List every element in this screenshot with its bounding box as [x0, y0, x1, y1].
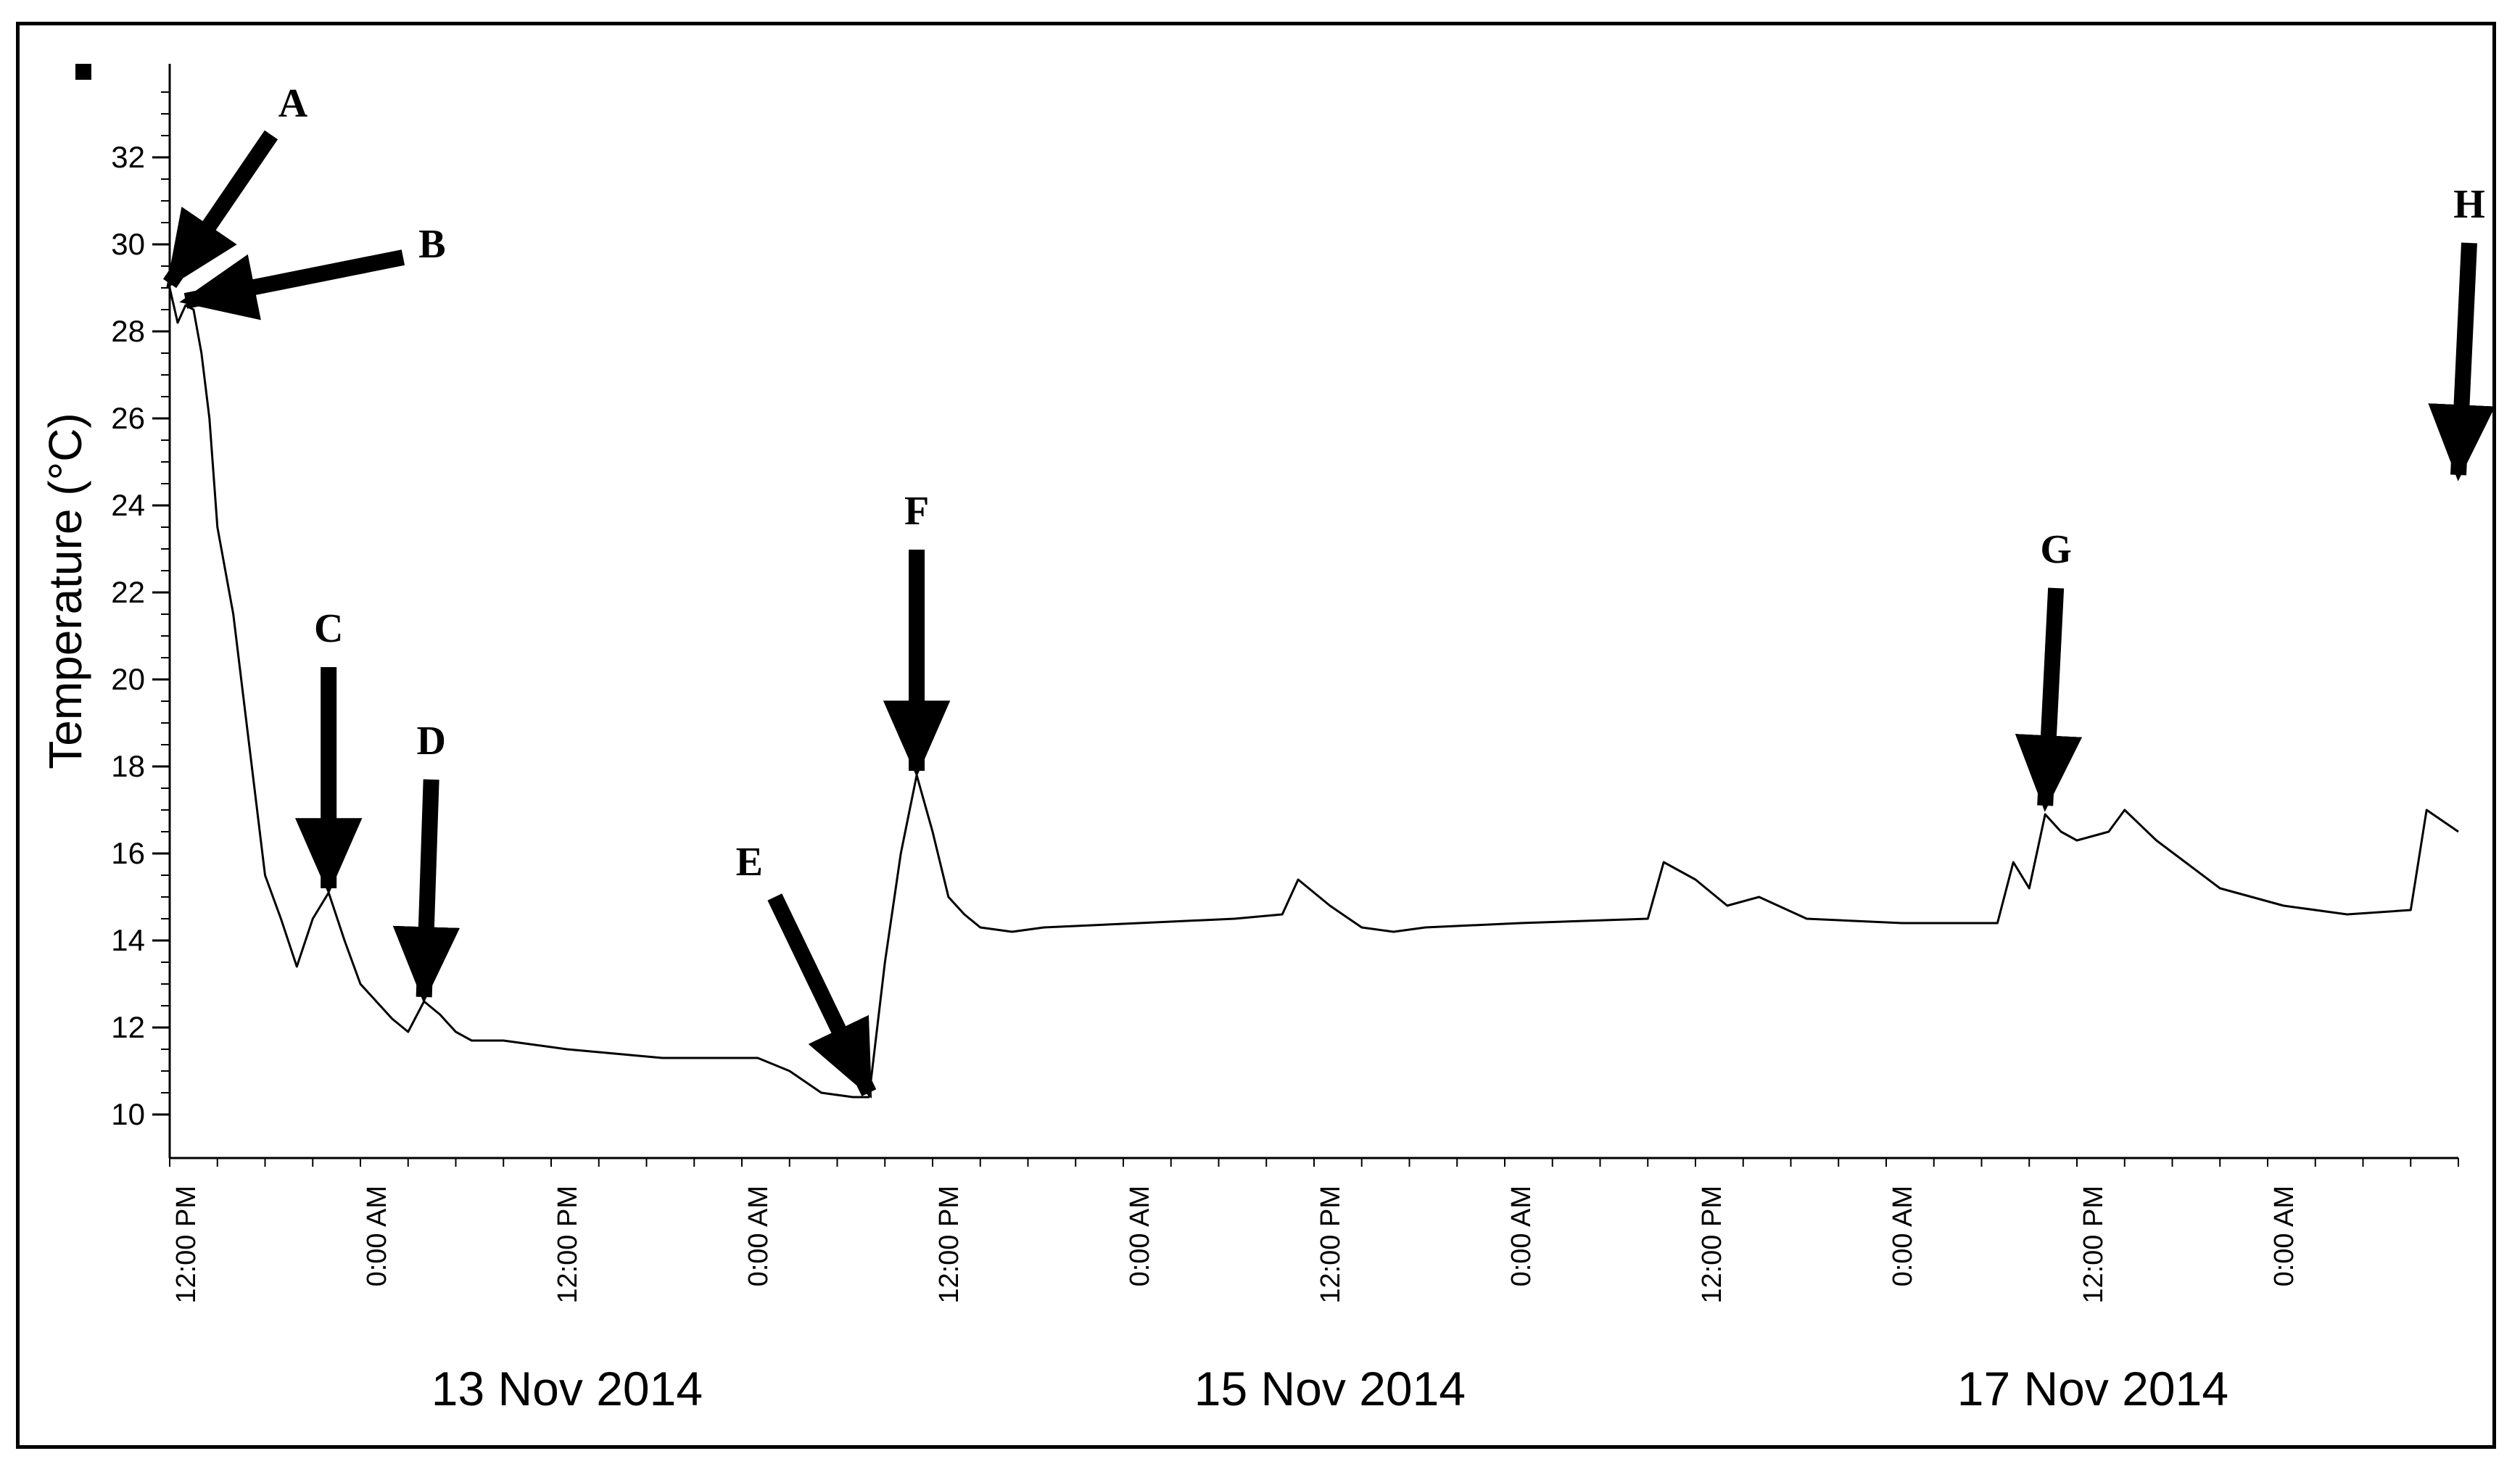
x-tick-label: 0:00 AM — [2269, 1186, 2300, 1286]
x-tick-label: 12:00 PM — [1315, 1186, 1346, 1304]
x-tick-label: 12:00 PM — [171, 1186, 202, 1304]
y-tick-label: 14 — [111, 923, 145, 957]
x-tick-label: 0:00 AM — [362, 1186, 392, 1286]
y-tick-label: 10 — [111, 1097, 145, 1131]
y-tick-label: 12 — [111, 1010, 145, 1044]
y-tick-label: 16 — [111, 836, 145, 870]
annotation-label-e: E — [736, 840, 763, 885]
annotation-label-a: A — [278, 81, 308, 126]
annotation-label-d: D — [416, 719, 445, 764]
y-tick-label: 30 — [111, 227, 145, 261]
annotation-arrow-d — [392, 779, 460, 1004]
annotation-arrow-e — [767, 893, 877, 1099]
y-axis-label: Temperature (°C) — [39, 413, 91, 769]
annotation-arrow-h — [2428, 242, 2495, 481]
annotation-arrow-a — [162, 130, 278, 289]
x-tick-label: 12:00 PM — [2078, 1186, 2109, 1304]
y-tick-label: 28 — [111, 314, 145, 348]
annotation-label-h: H — [2453, 182, 2485, 227]
temperature-series-line — [168, 287, 2459, 1099]
annotation-label-g: G — [2040, 527, 2072, 572]
y-tick-label: 20 — [111, 662, 145, 696]
y-tick-label: 18 — [111, 749, 145, 783]
annotation-label-c: C — [314, 606, 343, 651]
annotation-arrow-g — [2015, 587, 2083, 812]
annotation-arrow-b — [179, 249, 405, 321]
legend-marker — [75, 64, 91, 80]
annotation-label-f: F — [904, 489, 929, 534]
axes — [168, 64, 2458, 1159]
date-label: 13 Nov 2014 — [431, 1362, 703, 1415]
y-tick-label: 26 — [111, 401, 145, 435]
y-tick-label: 32 — [111, 140, 145, 174]
x-tick-label: 0:00 AM — [743, 1186, 774, 1286]
y-tick-label: 22 — [111, 575, 145, 609]
y-axis-ticks: 10 12 14 16 18 20 22 24 26 28 30 32 — [111, 91, 170, 1131]
x-tick-label: 12:00 PM — [553, 1186, 583, 1304]
date-label: 17 Nov 2014 — [1957, 1362, 2228, 1415]
chart-frame — [16, 22, 2496, 1449]
annotation-label-b: B — [418, 222, 445, 267]
date-labels: 13 Nov 2014 15 Nov 2014 17 Nov 2014 — [431, 1362, 2228, 1415]
date-label: 15 Nov 2014 — [1194, 1362, 1466, 1415]
series-layer — [168, 287, 2459, 1099]
x-tick-label: 12:00 PM — [1697, 1186, 1727, 1304]
x-tick-label: 12:00 PM — [934, 1186, 964, 1304]
annotations: A B C D E F G H — [162, 81, 2495, 1099]
x-tick-label: 0:00 AM — [1125, 1186, 1155, 1286]
x-axis-ticks: 12:00 PM 0:00 AM 12:00 PM 0:00 AM 12:00 PM 0:… — [169, 1158, 2459, 1304]
x-tick-label: 0:00 AM — [1506, 1186, 1537, 1286]
x-tick-label: 0:00 AM — [1888, 1186, 1918, 1286]
y-tick-label: 24 — [111, 488, 145, 522]
